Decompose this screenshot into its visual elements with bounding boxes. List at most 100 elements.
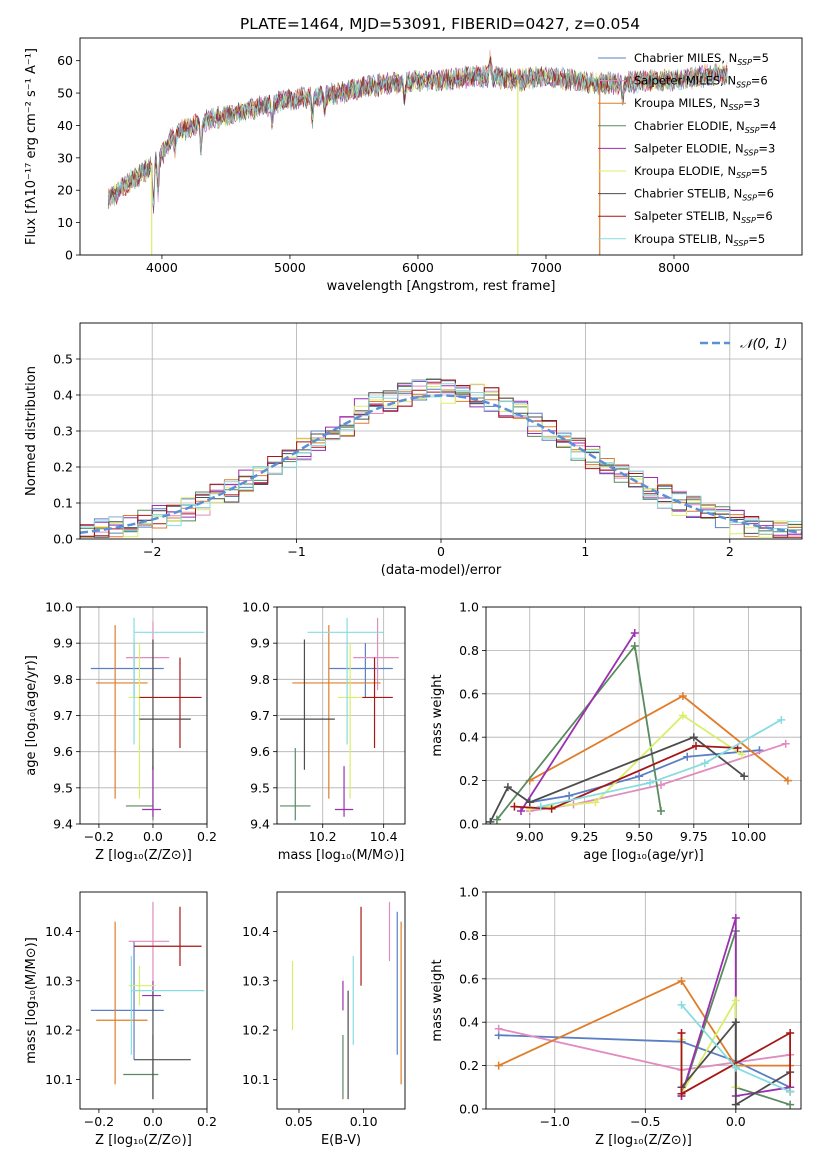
y-tick-label: 0.0 [53,532,73,547]
y-axis-label: Normed distribution [24,366,39,496]
spectrum-line [107,56,728,205]
weight-line [498,1034,791,1089]
y-tick-label: 0.8 [459,928,479,943]
axes-frame [79,37,803,256]
x-tick-label: 8000 [658,260,690,275]
weight-marker [786,1087,795,1096]
weight-line [498,979,791,1067]
y-tick-label: 9.8 [53,672,73,687]
figure-title: PLATE=1464, MJD=53091, FIBERID=0427, z=0… [240,15,640,33]
x-tick-label: 0.0 [143,829,163,844]
spectrum-line [107,63,728,207]
axes: 10.2 10.4 9.4 9.5 9.6 9.7 9.8 9.9 10.0 mass [log₁… [242,600,406,863]
x-tick-label: 0.10 [350,1114,378,1129]
y-tick-label: 10 [57,215,73,230]
weight-marker [646,778,655,787]
weight-marker [677,1029,686,1038]
y-tick-label: 9.9 [250,636,270,651]
x-tick-label: 0.2 [197,1114,217,1129]
y-axis-label: age [log₁₀(age/yr)] [24,655,39,776]
x-tick-label: 9.75 [680,829,708,844]
plot-area [486,892,801,1109]
y-tick-label: 9.6 [53,744,73,759]
weight-marker [786,1100,795,1109]
plot-area [80,323,802,539]
y-tick-label: 0.6 [459,971,479,986]
y-tick-label: 9.7 [53,708,73,723]
panel-spectrum: 4000 5000 6000 7000 8000 0 10 20 30 40 50 60 wavelen… [24,37,803,294]
y-axis-label: mass weight [430,959,445,1041]
weight-marker [657,806,665,815]
y-tick-label: 10.1 [242,1072,270,1087]
x-axis-label: Z [log₁₀(Z/Z⊙)] [95,1133,192,1148]
y-tick-label: 9.7 [250,708,270,723]
normal-curve [80,394,802,534]
x-tick-label: −1.0 [540,1114,570,1129]
axes: 4000 5000 6000 7000 8000 0 10 20 30 40 50 60 wavelen… [24,37,803,294]
weight-line [529,749,760,804]
weight-marker [737,750,746,759]
y-tick-label: 0.5 [53,352,73,367]
y-tick-label: 10.2 [45,1023,73,1038]
y-tick-label: 10.0 [242,600,270,615]
axes: 0.05 0.10 10.1 10.2 10.3 10.4 E(B-V) [242,891,406,1148]
x-tick-label: 10.4 [370,829,398,844]
x-tick-label: 9.25 [571,829,599,844]
x-tick-label: −2 [143,544,161,559]
x-axis-label: mass [log₁₀(M/M⊙)] [278,848,405,863]
x-tick-label: 0.05 [285,1114,313,1129]
y-tick-label: 0.8 [459,643,479,658]
weight-marker [525,798,534,807]
panel-mass-vs-EBV: 0.05 0.10 10.1 10.2 10.3 10.4 E(B-V) [242,891,406,1148]
y-tick-label: 9.4 [53,817,73,832]
y-tick-label: 0.1 [53,496,73,511]
legend-label: Salpeter STELIB, NSSP=6 [634,209,773,225]
y-tick-label: 40 [57,118,73,133]
y-tick-label: 0.4 [459,730,479,745]
y-tick-label: 0.2 [459,773,479,788]
weight-marker [635,772,644,781]
y-tick-label: 0.0 [459,1102,479,1117]
weight-marker [777,715,786,724]
y-tick-label: 0.0 [459,817,479,832]
y-tick-label: 9.5 [53,780,73,795]
x-tick-label: 0 [437,544,445,559]
weight-marker [630,642,639,651]
legend-label: Kroupa STELIB, NSSP=5 [634,232,765,248]
weight-line [514,744,738,810]
weight-marker [517,806,525,815]
y-tick-label: 0.4 [459,1015,479,1030]
y-tick-label: 0.6 [459,686,479,701]
y-tick-label: 10.0 [45,600,73,615]
y-tick-label: 10.4 [242,924,270,939]
weight-marker [731,1100,740,1109]
axes: −0.2 0.0 0.2 10.1 10.2 10.3 10.4 Z [log₁₀(Z/Z⊙)… [24,891,217,1148]
axes-frame [485,891,802,1110]
weight-marker [677,976,686,985]
weight-marker [494,1061,503,1070]
weight-marker [657,780,665,789]
x-axis-label: E(B-V) [321,1133,361,1148]
weight-marker [565,791,574,800]
axes: 9.00 9.25 9.50 9.75 10.00 0.0 0.2 0.4 0.6 0.8 1.0 a… [430,600,802,863]
weight-marker [677,1089,686,1098]
x-axis-label: Z [log₁₀(Z/Z⊙)] [95,848,192,863]
y-axis-label: mass weight [430,674,445,756]
legend-label: Kroupa ELODIE, NSSP=5 [634,164,768,180]
axes-frame [79,891,208,1110]
weight-marker [503,783,512,792]
legend-label: Kroupa MILES, NSSP=3 [634,96,760,112]
weight-marker [536,802,545,811]
weight-line [520,632,636,812]
x-tick-label: 10.00 [731,829,767,844]
weight-marker [591,798,600,807]
weight-marker [781,739,790,748]
weight-marker [731,996,740,1005]
x-tick-label: −0.2 [84,1114,114,1129]
x-tick-label: 1 [581,544,589,559]
legend-label: Salpeter MILES, NSSP=6 [634,74,768,90]
weight-marker [510,802,519,811]
weight-marker [494,1024,503,1033]
plot-area [277,607,405,824]
x-tick-label: −0.5 [630,1114,660,1129]
